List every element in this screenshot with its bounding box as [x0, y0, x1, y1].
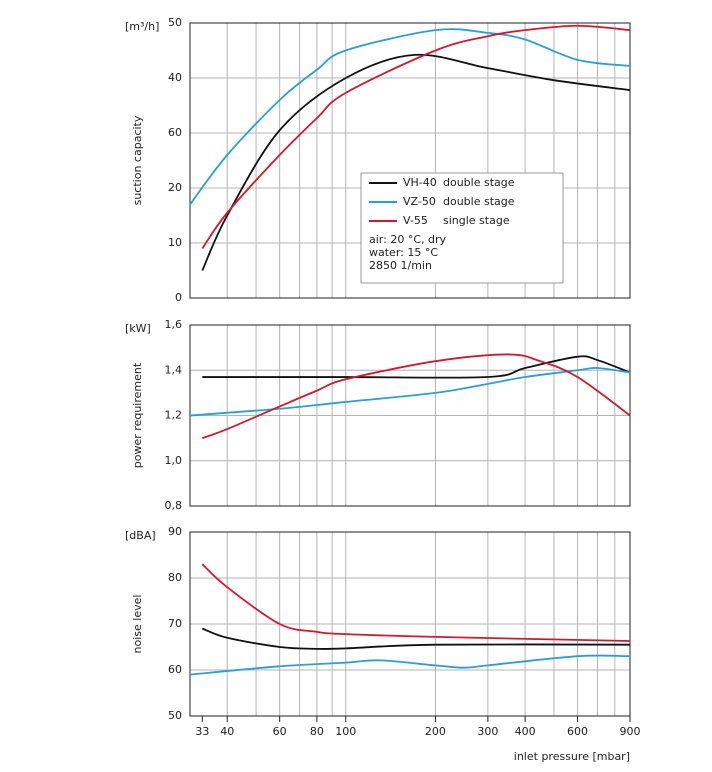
y-tick-label: 60: [168, 126, 182, 139]
legend-label: VH-40: [403, 176, 437, 189]
x-tick-label: 80: [310, 725, 324, 738]
y-axis-label: noise level: [131, 595, 144, 654]
x-tick-label: 300: [477, 725, 498, 738]
y-tick-label: 10: [168, 236, 182, 249]
legend-description: single stage: [443, 214, 510, 227]
x-tick-label: 600: [567, 725, 588, 738]
x-tick-label: 200: [425, 725, 446, 738]
series-line: [201, 24, 631, 250]
y-tick-label: 80: [168, 571, 182, 584]
series-line: [202, 355, 631, 379]
y-axis-label: suction capacity: [131, 115, 144, 205]
y-tick-label: 0,8: [165, 499, 183, 512]
x-tick-label: 40: [220, 725, 234, 738]
series-line: [201, 563, 631, 642]
series-line: [189, 367, 631, 417]
plot-frame: [189, 531, 631, 717]
y-tick-label: 50: [168, 16, 182, 29]
y-tick-label: 20: [168, 181, 182, 194]
y-tick-label: 70: [168, 617, 182, 630]
note: air: 20 °C, dry: [369, 233, 447, 246]
legend-label: V-55: [403, 214, 428, 227]
x-tick-label: 33: [195, 725, 209, 738]
y-tick-label: 1,4: [165, 363, 183, 376]
y-unit: [m³/h]: [125, 20, 159, 33]
x-tick-label: 60: [273, 725, 287, 738]
series-line: [202, 353, 631, 439]
note: water: 15 °C: [369, 246, 438, 259]
y-tick-label: 1,0: [165, 454, 183, 467]
y-tick-label: 60: [168, 663, 182, 676]
y-tick-label: 50: [168, 709, 182, 722]
legend-description: double stage: [443, 195, 515, 208]
series-line: [189, 654, 631, 676]
x-tick-label: 400: [515, 725, 536, 738]
x-tick-label: 100: [335, 725, 356, 738]
series-line: [202, 627, 631, 650]
y-tick-label: 1,2: [165, 409, 183, 422]
x-axis-label: inlet pressure [mbar]: [514, 750, 630, 763]
y-unit: [dBA]: [125, 529, 156, 542]
y-axis-label: power requirement: [131, 362, 144, 468]
y-unit: [kW]: [125, 322, 151, 335]
y-tick-label: 0: [175, 291, 182, 304]
legend-box: [360, 172, 564, 284]
series-line: [189, 28, 631, 206]
legend-label: VZ-50: [403, 195, 436, 208]
series-line: [201, 53, 631, 271]
plot-frame: [189, 22, 631, 299]
y-tick-label: 1,6: [165, 318, 183, 331]
note: 2850 1/min: [369, 259, 432, 272]
y-tick-label: 90: [168, 525, 182, 538]
x-tick-label: 900: [620, 725, 641, 738]
legend-description: double stage: [443, 176, 515, 189]
y-tick-label: 40: [168, 71, 182, 84]
